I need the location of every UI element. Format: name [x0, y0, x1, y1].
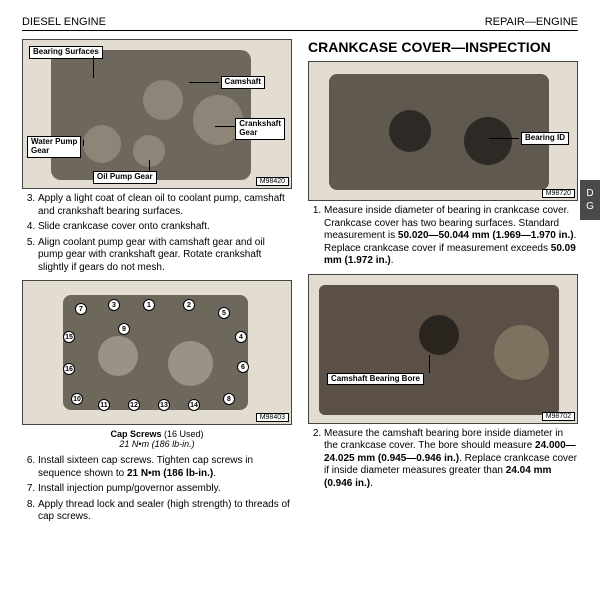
section-tab: D G: [580, 180, 600, 220]
steps-list-r2: Measure the camshaft bearing bore inside…: [308, 428, 578, 491]
step-item: Install sixteen cap screws. Tighten cap …: [38, 455, 292, 480]
steps-list-a: Apply a light coat of clean oil to coola…: [22, 193, 292, 274]
image-code: M98403: [256, 413, 289, 422]
step-item: Install injection pump/governor assembly…: [38, 483, 292, 496]
screw-dot: 8: [223, 393, 235, 405]
step-text: .: [370, 478, 373, 489]
step-text: .: [391, 255, 394, 266]
step-item: Apply a light coat of clean oil to coola…: [38, 193, 292, 218]
image-code: M98720: [542, 189, 575, 198]
steps-list-b: Install sixteen cap screws. Tighten cap …: [22, 455, 292, 524]
label-camshaft: Camshaft: [221, 76, 265, 89]
screw-dot: 2: [183, 299, 195, 311]
step-item: Measure the camshaft bearing bore inside…: [324, 428, 578, 491]
step-text: Apply thread lock and sealer (high stren…: [38, 499, 290, 523]
step-text: Install injection pump/governor assembly…: [38, 483, 221, 494]
screw-dot: 6: [237, 361, 249, 373]
figure-bearing-id: Bearing ID M98720: [308, 61, 578, 201]
content-columns: Bearing Surfaces Camshaft Crankshaft Gea…: [22, 39, 578, 527]
screw-dot: 14: [188, 399, 200, 411]
header-right: REPAIR—ENGINE: [485, 16, 578, 28]
screw-dot: 9: [118, 323, 130, 335]
label-camshaft-bore: Camshaft Bearing Bore: [327, 373, 424, 386]
step-text: Measure the camshaft bearing bore inside…: [324, 428, 563, 452]
step-item: Apply thread lock and sealer (high stren…: [38, 499, 292, 524]
screw-dot: 13: [158, 399, 170, 411]
caption-torque: 21 N•m (186 lb-in.): [119, 439, 194, 449]
tab-letter: D: [586, 188, 593, 199]
right-column: CRANKCASE COVER—INSPECTION Bearing ID M9…: [308, 39, 578, 527]
header-rule: [22, 30, 578, 31]
header-left: DIESEL ENGINE: [22, 16, 106, 28]
caption-label: Cap Screws: [110, 429, 161, 439]
screw-dot: 5: [218, 307, 230, 319]
label-water-pump-gear: Water Pump Gear: [27, 136, 81, 158]
step-item: Align coolant pump gear with camshaft ge…: [38, 237, 292, 275]
screw-dot: 1: [143, 299, 155, 311]
image-code: M98420: [256, 177, 289, 186]
figure-cap-screws: 1 2 5 4 6 8 14 13 12 11 10 16 15 7 3 9 M…: [22, 280, 292, 425]
image-code: M98702: [542, 412, 575, 421]
page: DIESEL ENGINE REPAIR—ENGINE Bearing Surf…: [0, 0, 600, 537]
step-item: Slide crankcase cover onto crankshaft.: [38, 221, 292, 234]
section-title: CRANKCASE COVER—INSPECTION: [308, 39, 578, 55]
step-item: Measure inside diameter of bearing in cr…: [324, 205, 578, 268]
label-bearing-surfaces: Bearing Surfaces: [29, 46, 103, 59]
label-bearing-id: Bearing ID: [521, 132, 569, 145]
screw-dot: 7: [75, 303, 87, 315]
screw-dot: 11: [98, 399, 110, 411]
label-crankshaft-gear: Crankshaft Gear: [235, 118, 285, 140]
page-header: DIESEL ENGINE REPAIR—ENGINE: [22, 16, 578, 28]
screw-dot: 10: [71, 393, 83, 405]
step-bold: 50.020—50.044 mm (1.969—1.970 in.): [398, 230, 574, 241]
screw-dot: 12: [128, 399, 140, 411]
label-oil-pump-gear: Oil Pump Gear: [93, 171, 157, 184]
figure-camshaft-bore: Camshaft Bearing Bore M98702: [308, 274, 578, 424]
screw-dot: 4: [235, 331, 247, 343]
step-bold: 21 N•m (186 lb-in.): [127, 468, 213, 479]
figure-caption: Cap Screws (16 Used) 21 N•m (186 lb-in.): [22, 429, 292, 449]
tab-icon: G: [586, 201, 594, 212]
screw-dot: 3: [108, 299, 120, 311]
screw-dot: 15: [63, 331, 75, 343]
left-column: Bearing Surfaces Camshaft Crankshaft Gea…: [22, 39, 292, 527]
screw-dot: 16: [63, 363, 75, 375]
step-text: .: [213, 468, 216, 479]
figure-crankcase-gears: Bearing Surfaces Camshaft Crankshaft Gea…: [22, 39, 292, 189]
steps-list-r1: Measure inside diameter of bearing in cr…: [308, 205, 578, 268]
caption-qty: (16 Used): [164, 429, 204, 439]
